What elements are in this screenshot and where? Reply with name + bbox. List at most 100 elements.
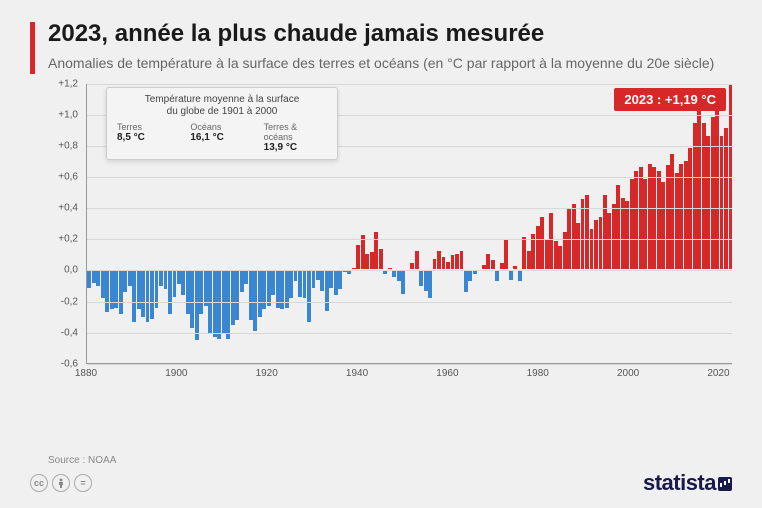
bar (603, 84, 607, 363)
bar (352, 84, 356, 363)
bar-rect (513, 266, 517, 269)
bar (442, 84, 446, 363)
bar-rect (415, 251, 419, 270)
bar-rect (670, 154, 674, 269)
bar (419, 84, 423, 363)
bar (482, 84, 486, 363)
bar (625, 84, 629, 363)
bar-rect (419, 270, 423, 286)
bar (522, 84, 526, 363)
bar-rect (195, 270, 199, 340)
bar-rect (298, 270, 302, 296)
x-tick-label: 1940 (346, 368, 368, 379)
bar (495, 84, 499, 363)
bar-rect (697, 109, 701, 269)
statista-logo: statista (643, 470, 732, 496)
bar (661, 84, 665, 363)
bar-rect (397, 270, 401, 281)
bar-rect (666, 165, 670, 269)
bar-rect (356, 245, 360, 270)
bar (509, 84, 513, 363)
bar-rect (679, 164, 683, 270)
gridline (87, 364, 732, 365)
bar (540, 84, 544, 363)
license-icons: cc = (30, 474, 92, 492)
bar-rect (607, 213, 611, 269)
bar (581, 84, 585, 363)
bar (652, 84, 656, 363)
bar (446, 84, 450, 363)
x-tick-label: 1960 (436, 368, 458, 379)
bar (460, 84, 464, 363)
bar-rect (603, 195, 607, 270)
bar-rect (320, 270, 324, 290)
bar-rect (410, 263, 414, 269)
bar-rect (558, 246, 562, 269)
bar-rect (388, 268, 392, 270)
bar-rect (132, 270, 136, 321)
y-tick-label: -0,2 (61, 296, 78, 307)
bar (477, 84, 481, 363)
bar (531, 84, 535, 363)
bar-rect (177, 270, 181, 284)
bar-rect (101, 270, 105, 298)
bar-rect (706, 136, 710, 270)
bar-rect (87, 270, 91, 287)
bar-rect (217, 270, 221, 338)
bar (406, 84, 410, 363)
bar-rect (625, 201, 629, 269)
bar-rect (123, 270, 127, 292)
info-row: Terres 8,5 °C Océans 16,1 °C Terres & oc… (117, 122, 327, 153)
bar-rect (643, 179, 647, 269)
x-tick-label: 2020 (707, 368, 729, 379)
bar (464, 84, 468, 363)
gridline (87, 84, 732, 85)
bar (455, 84, 459, 363)
y-tick-label: +1,0 (58, 109, 78, 120)
bar (401, 84, 405, 363)
bar (634, 84, 638, 363)
bar (347, 84, 351, 363)
bar-rect (581, 199, 585, 269)
bar-rect (715, 111, 719, 270)
bar-rect (594, 220, 598, 270)
bar-rect (173, 270, 177, 296)
bar (706, 84, 710, 363)
bar (365, 84, 369, 363)
bar (527, 84, 531, 363)
cc-icon: cc (30, 474, 48, 492)
bar-rect (249, 270, 253, 320)
bar-rect (352, 268, 356, 270)
info-box-title: Température moyenne à la surface du glob… (117, 94, 327, 118)
bar-rect (527, 251, 531, 270)
bar (594, 84, 598, 363)
bar (383, 84, 387, 363)
bar-rect (96, 270, 100, 286)
source-text: Source : NOAA (48, 455, 116, 466)
gridline (87, 302, 732, 303)
bar-rect (128, 270, 132, 286)
bar (500, 84, 504, 363)
bar-rect (199, 270, 203, 314)
bar (643, 84, 647, 363)
bar (549, 84, 553, 363)
gridline (87, 239, 732, 240)
bar-rect (258, 270, 262, 317)
bar-rect (235, 270, 239, 320)
bar-rect (585, 195, 589, 270)
accent-bar (30, 22, 35, 74)
bar-rect (316, 270, 320, 279)
bar-rect (213, 270, 217, 337)
bar-rect (338, 270, 342, 289)
bar-rect (545, 240, 549, 270)
bar-rect (361, 235, 365, 269)
bar-rect (648, 164, 652, 270)
bar-rect (303, 270, 307, 298)
bar (639, 84, 643, 363)
bar (711, 84, 715, 363)
bar-rect (518, 270, 522, 281)
bar (424, 84, 428, 363)
bar-rect (500, 263, 504, 269)
x-tick-label: 1900 (165, 368, 187, 379)
info-title-line2: du globe de 1901 à 2000 (167, 106, 278, 117)
